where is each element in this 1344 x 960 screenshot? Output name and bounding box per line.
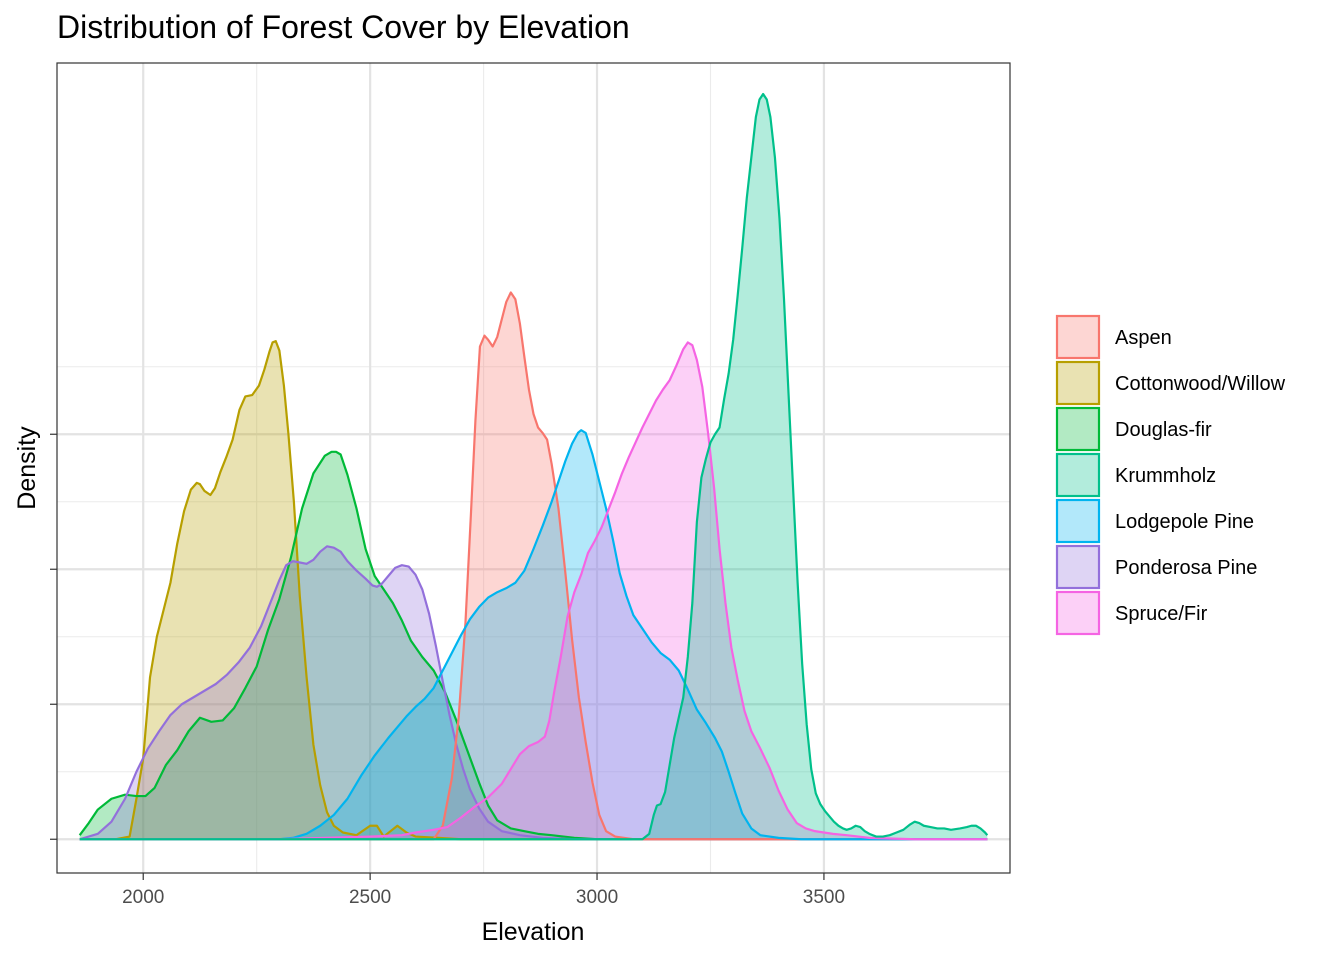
x-tick-label: 2000 — [122, 887, 164, 908]
panel-border — [56, 62, 1011, 874]
legend-key — [1055, 452, 1101, 498]
axes: 2000 2500 3000 3500 — [50, 433, 845, 908]
x-axis-title: Elevation — [482, 918, 585, 946]
legend-label: Cottonwood/Willow — [1115, 373, 1286, 395]
legend-label: Douglas-fir — [1115, 419, 1212, 441]
area-ponderosa-pine — [79, 546, 988, 840]
x-tick-label: 2500 — [349, 887, 391, 908]
legend-item-aspen: Aspen — [1055, 314, 1172, 360]
legend-key — [1055, 498, 1101, 544]
legend-label: Ponderosa Pine — [1115, 557, 1257, 579]
line-douglas-fir — [78, 450, 988, 841]
area-douglas-fir — [79, 451, 988, 840]
legend-label: Aspen — [1115, 327, 1172, 349]
legend-key — [1055, 544, 1101, 590]
line-cottonwood-willow — [79, 340, 988, 841]
line-lodgepole-pine — [79, 429, 988, 841]
line-aspen — [79, 291, 988, 841]
legend-label: Lodgepole Pine — [1115, 511, 1254, 533]
legend-key — [1055, 406, 1101, 452]
density-lines — [78, 92, 989, 841]
x-tick-label: 3500 — [803, 887, 845, 908]
area-lodgepole-pine — [79, 430, 988, 840]
legend-item-douglas-fir: Douglas-fir — [1055, 406, 1212, 452]
legend-label: Krummholz — [1115, 465, 1216, 487]
density-areas — [79, 94, 988, 840]
y-axis-title: Density — [13, 426, 41, 510]
line-spruce-fir — [79, 341, 988, 841]
legend-key — [1055, 590, 1101, 636]
legend-key — [1055, 360, 1101, 406]
legend-item-cottonwood-willow: Cottonwood/Willow — [1055, 360, 1286, 406]
area-aspen — [79, 292, 988, 840]
legend-item-krummholz: Krummholz — [1055, 452, 1216, 498]
legend-item-ponderosa-pine: Ponderosa Pine — [1055, 544, 1257, 590]
legend-item-lodgepole-pine: Lodgepole Pine — [1055, 498, 1254, 544]
x-tick-label: 3000 — [576, 887, 618, 908]
legend: Aspen Cottonwood/Willow Douglas-fir Krummho… — [1055, 314, 1286, 636]
area-cottonwood-willow — [79, 341, 988, 840]
legend-key — [1055, 314, 1101, 360]
line-krummholz — [79, 92, 989, 841]
line-ponderosa-pine — [79, 545, 988, 841]
legend-label: Spruce/Fir — [1115, 603, 1208, 625]
chart-title: Distribution of Forest Cover by Elevatio… — [57, 9, 630, 45]
area-krummholz — [79, 94, 988, 840]
legend-item-spruce-fir: Spruce/Fir — [1055, 590, 1208, 636]
